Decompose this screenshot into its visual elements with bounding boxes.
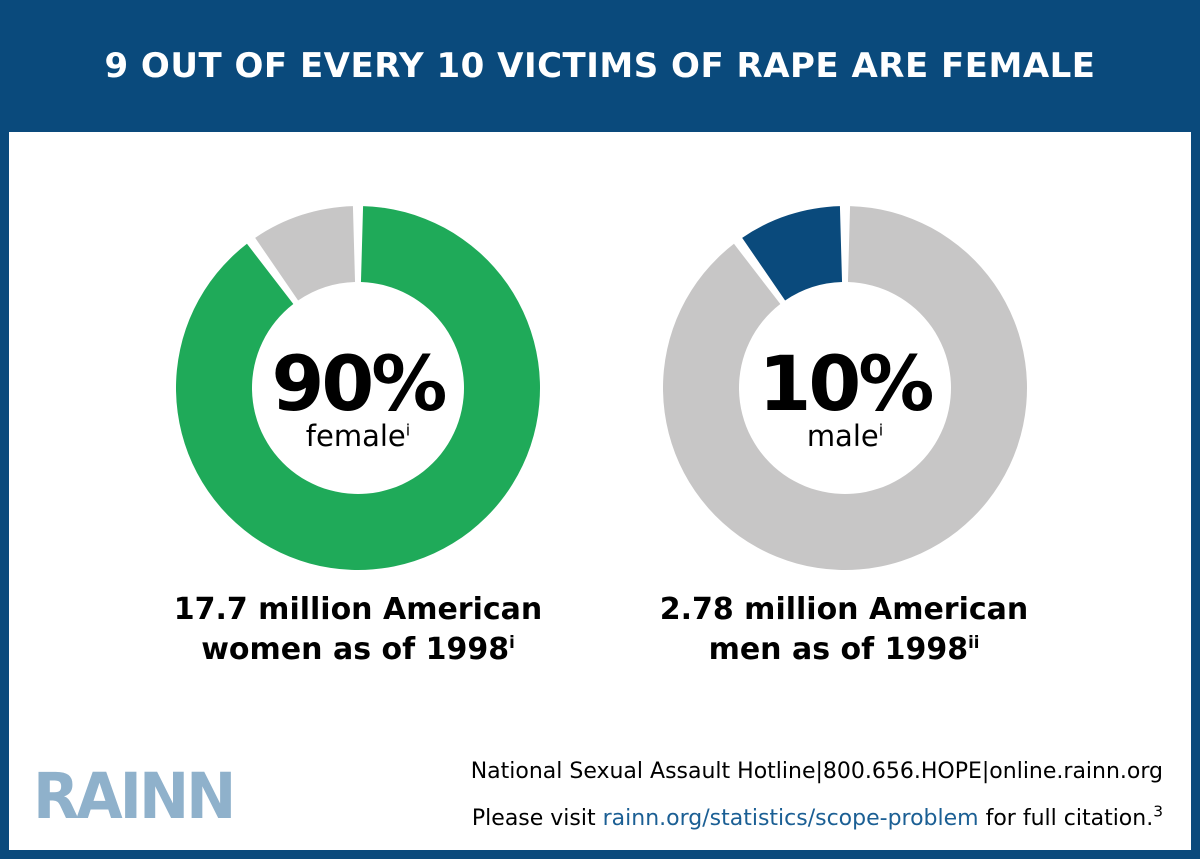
- female-percent-value: 90%: [271, 339, 448, 428]
- male-percent-value: 10%: [758, 339, 935, 428]
- female-donut-chart: [176, 206, 541, 570]
- statistics-link[interactable]: rainn.org/statistics/scope-problem: [602, 806, 979, 831]
- male-caption: 2.78 million American men as of 1998ii: [624, 590, 1064, 670]
- female-caption-line2-text: women as of 1998: [201, 632, 510, 667]
- female-caption-line2: women as of 1998i: [138, 630, 578, 670]
- female-slice: [176, 206, 541, 570]
- female-caption-line1: 17.7 million American: [173, 592, 543, 627]
- female-caption-note: i: [509, 633, 515, 652]
- male-slice: [742, 206, 843, 301]
- female-label-note: i: [405, 420, 411, 440]
- female-remainder-slice: [255, 206, 356, 301]
- male-caption-line1: 2.78 million American: [659, 592, 1029, 627]
- male-label-text: male: [806, 419, 879, 453]
- rainn-logo: RAINN: [33, 760, 236, 834]
- citation-suffix: for full citation.: [978, 806, 1154, 831]
- male-percent-label: malei: [695, 422, 995, 451]
- male-label-note: i: [878, 420, 884, 440]
- male-donut-chart: [663, 206, 1027, 570]
- header-banner: 9 OUT OF EVERY 10 VICTIMS OF RAPE ARE FE…: [0, 0, 1200, 132]
- citation-prefix: Please visit: [471, 806, 603, 831]
- male-caption-note: ii: [968, 633, 980, 652]
- page-title: 9 OUT OF EVERY 10 VICTIMS OF RAPE ARE FE…: [104, 46, 1096, 86]
- female-caption: 17.7 million American women as of 1998i: [138, 590, 578, 670]
- male-remainder-slice: [663, 206, 1027, 570]
- male-caption-line2-text: men as of 1998: [708, 632, 969, 667]
- citation-line: Please visit rainn.org/statistics/scope-…: [471, 804, 1163, 831]
- hotline-line: National Sexual Assault Hotline|800.656.…: [470, 759, 1163, 784]
- citation-note: 3: [1153, 802, 1163, 821]
- male-caption-line2: men as of 1998ii: [624, 630, 1064, 670]
- female-label-text: female: [305, 419, 406, 453]
- female-percent-label: femalei: [208, 422, 508, 451]
